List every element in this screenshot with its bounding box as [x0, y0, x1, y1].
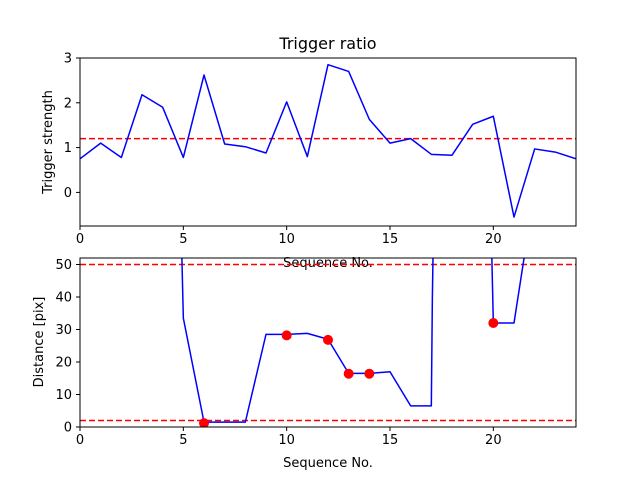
series-line — [181, 258, 525, 423]
x-tick-label: 10 — [278, 232, 295, 247]
y-tick-label: 50 — [55, 258, 72, 273]
y-tick-label: 3 — [64, 52, 72, 67]
x-tick-label: 20 — [485, 433, 502, 448]
y-tick-label: 20 — [55, 356, 72, 371]
plot-frame — [79, 257, 577, 428]
y-tick-label: 0 — [64, 186, 72, 201]
x-tick-label: 0 — [76, 433, 84, 448]
x-tick-label: 15 — [382, 232, 399, 247]
x-tick-label: 5 — [179, 232, 187, 247]
y-tick-label: 30 — [55, 323, 72, 338]
y-tick-label: 2 — [64, 96, 72, 111]
y-tick-label: 10 — [55, 388, 72, 403]
x-tick-label: 20 — [485, 232, 502, 247]
y-tick-label: 0 — [64, 421, 72, 436]
data-point-marker — [281, 330, 292, 341]
chart-title: Trigger ratio — [278, 34, 376, 53]
y-tick-label: 40 — [55, 291, 72, 306]
x-tick-label: 0 — [76, 232, 84, 247]
trigger-ratio-chart: Trigger ratio Sequence No. Trigger stren… — [41, 34, 577, 271]
x-tick-label: 15 — [382, 433, 399, 448]
x-tick-label: 5 — [179, 433, 187, 448]
y-axis-label: Trigger strength — [41, 90, 56, 195]
series-line — [80, 63, 576, 218]
x-axis-label: Sequence No. — [283, 256, 373, 271]
y-tick-label: 1 — [64, 141, 72, 156]
plot-frame — [79, 57, 577, 227]
distance-chart: Sequence No. Distance [pix] 0 5 10 15 20 0 10 2… — [32, 257, 577, 471]
plot-area — [80, 63, 576, 218]
x-tick-label: 10 — [278, 433, 295, 448]
x-axis-label: Sequence No. — [283, 456, 373, 471]
data-point-marker — [199, 418, 209, 427]
y-axis-label: Distance [pix] — [32, 297, 47, 388]
data-point-marker — [323, 334, 333, 345]
plot-area — [80, 258, 576, 427]
data-point-marker — [343, 368, 354, 379]
data-point-marker — [488, 318, 499, 328]
data-point-marker — [364, 368, 375, 379]
